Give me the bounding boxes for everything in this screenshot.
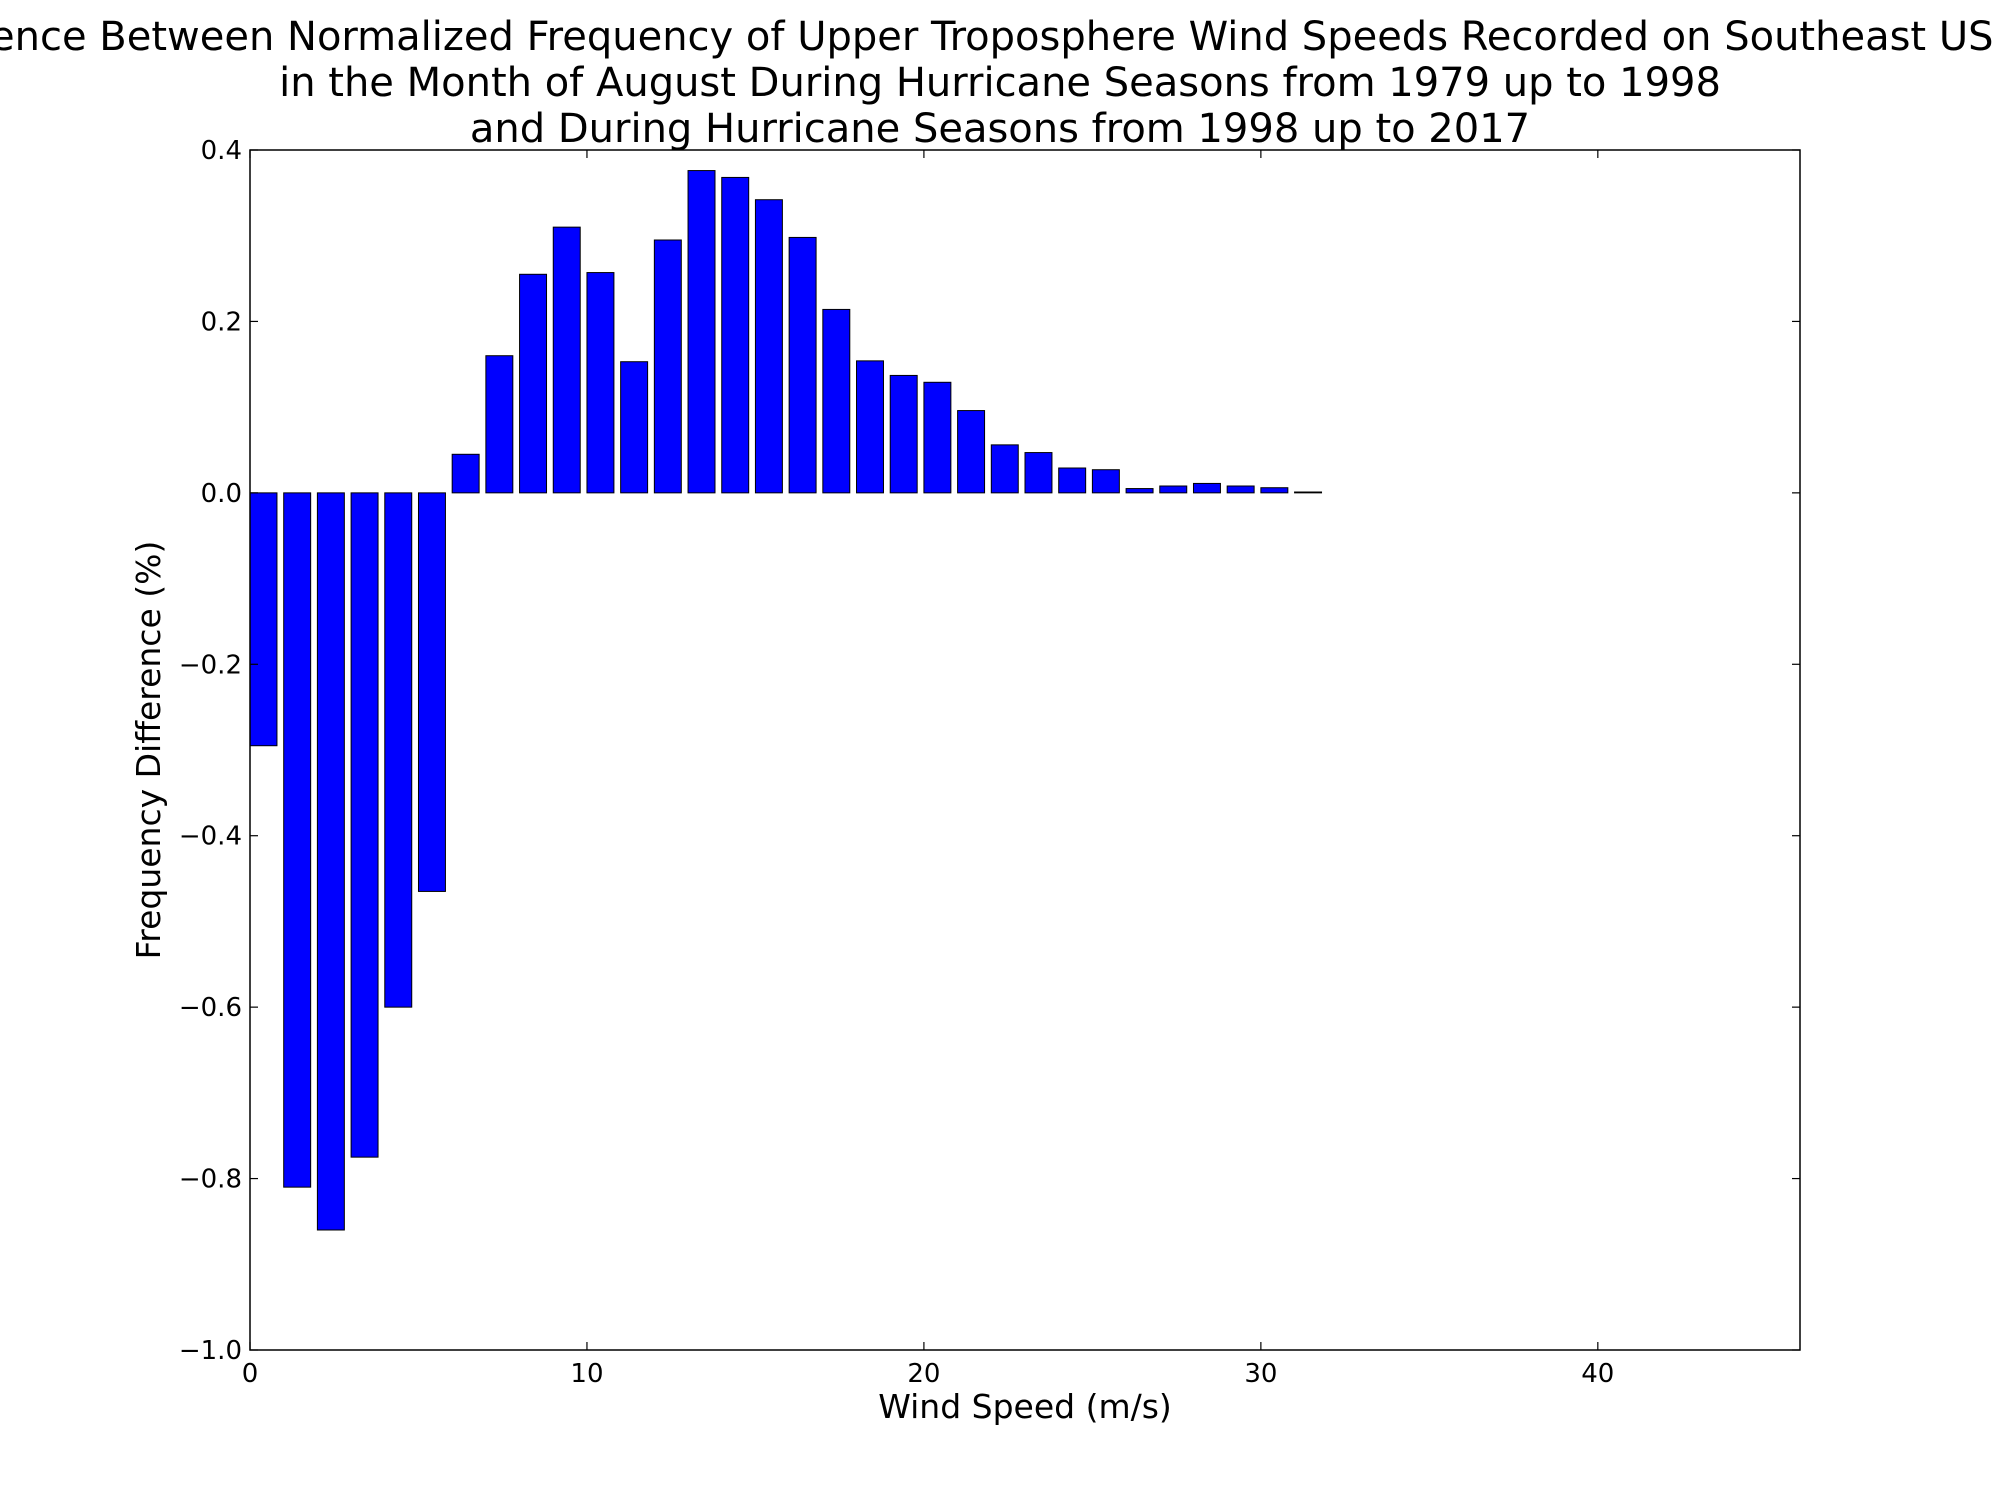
bar [1125,488,1154,494]
bar [856,360,884,494]
bar [485,355,514,494]
bar [754,199,783,494]
bar [788,236,817,494]
bar [1260,487,1289,494]
y-axis-label: Frequency Difference (%) [129,541,168,960]
chart-title: Difference Between Normalized Frequency … [0,14,2000,152]
bar [990,444,1019,494]
bar [653,239,682,494]
bar [620,361,649,494]
x-tick-label: 0 [242,1359,259,1389]
bar [721,176,750,494]
plot-area-frame [249,149,1801,1351]
x-axis: 0 10 20 30 40 [242,150,1614,1389]
y-tick-label: 0.0 [201,479,242,509]
bar [1091,469,1120,494]
bar [1294,491,1323,494]
bar [283,492,312,1188]
bar-series [249,170,1323,1231]
y-tick-label: 0.4 [201,136,242,166]
bar [822,308,851,494]
chart-title-line-1: Difference Between Normalized Frequency … [0,14,2000,60]
x-axis-label: Wind Speed (m/s) [878,1387,1172,1426]
y-tick-label: −0.2 [179,650,242,680]
bar [417,492,446,892]
bar [451,453,480,494]
bar [316,492,345,1231]
bar [519,273,548,494]
bar [889,374,918,494]
bar [687,170,716,494]
y-tick-label: −0.6 [179,993,242,1023]
bar [586,272,615,494]
bar [957,410,986,494]
y-tick-label: 0.2 [201,307,242,337]
bar [1024,452,1053,494]
y-tick-label: −1.0 [179,1336,242,1366]
y-tick-label: −0.4 [179,822,242,852]
bar [552,226,581,494]
x-tick-label: 40 [1581,1359,1614,1389]
bar [1192,482,1221,494]
bar [1058,467,1087,494]
y-axis: 0.4 0.2 0.0 −0.2 −0.4 −0.6 −0.8 −1.0 [179,136,1800,1366]
y-tick-label: −0.8 [179,1165,242,1195]
bar [350,492,379,1158]
bar [1159,485,1188,494]
bar [1226,485,1255,494]
bar [249,492,278,747]
bar [923,381,952,494]
x-tick-label: 20 [907,1359,940,1389]
x-tick-label: 30 [1244,1359,1277,1389]
chart-title-line-2: in the Month of August During Hurricane … [279,60,1721,106]
x-tick-label: 10 [570,1359,603,1389]
bar [384,492,413,1008]
chart-title-line-3: and During Hurricane Seasons from 1998 u… [470,106,1530,152]
